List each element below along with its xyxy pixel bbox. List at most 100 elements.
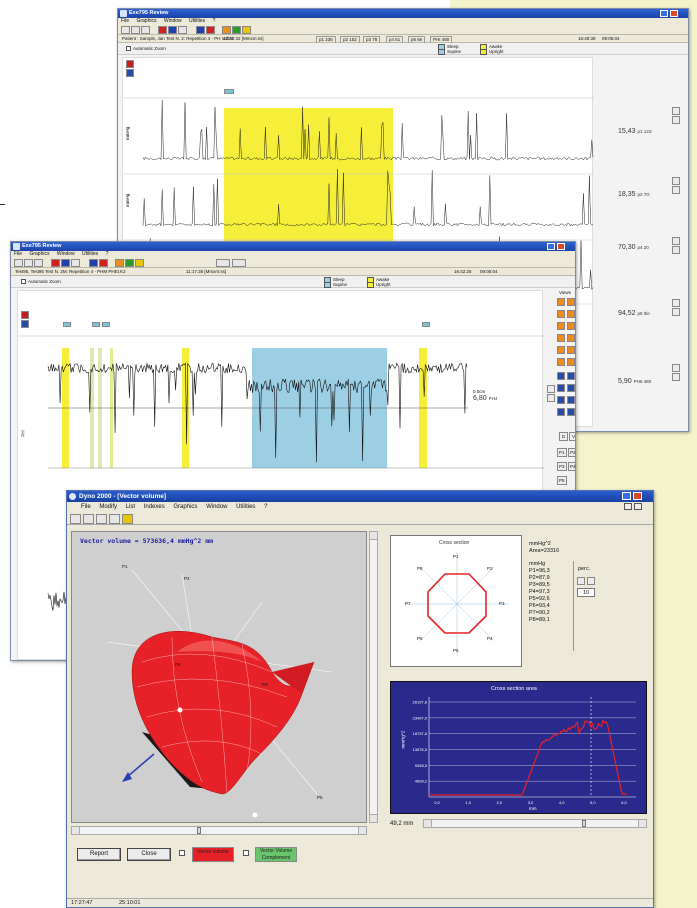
view-p2-button[interactable]: P2 <box>568 448 576 457</box>
view-button[interactable] <box>567 372 575 380</box>
view-p4-button[interactable]: P4 <box>568 462 576 471</box>
toolbar-button[interactable] <box>196 26 205 34</box>
minimize-icon[interactable] <box>660 10 668 17</box>
close-icon[interactable] <box>633 492 642 500</box>
toolbar-button[interactable] <box>115 259 124 267</box>
grid-icon[interactable] <box>96 514 107 524</box>
view-button[interactable] <box>557 358 565 366</box>
zoom-button[interactable] <box>672 299 680 307</box>
menu-utilities[interactable]: Utilities <box>189 18 206 24</box>
menu-list[interactable]: List <box>125 504 136 510</box>
menu-file[interactable]: File <box>121 18 130 24</box>
toolbar-button[interactable] <box>61 259 70 267</box>
window-title-bar[interactable]: Exe795 Review <box>11 242 575 251</box>
zoom-button[interactable] <box>547 394 555 402</box>
toolbar-button[interactable] <box>24 259 33 267</box>
view-button[interactable] <box>567 396 575 404</box>
close-icon[interactable] <box>557 243 565 250</box>
view-button[interactable] <box>557 372 565 380</box>
view-button[interactable] <box>557 346 565 354</box>
zoom-button[interactable] <box>672 116 680 124</box>
zoom-button[interactable] <box>672 308 680 316</box>
menu-file[interactable]: File <box>14 251 23 257</box>
report-button[interactable]: Report <box>77 848 121 861</box>
zoom-button[interactable] <box>672 186 680 194</box>
complement-checkbox[interactable] <box>243 850 249 856</box>
view-button[interactable] <box>557 322 565 330</box>
view-button[interactable] <box>557 334 565 342</box>
toolbar-button[interactable] <box>222 26 231 34</box>
view-vertical-scrollbar[interactable] <box>369 531 378 823</box>
view-p3-button[interactable]: P3 <box>557 462 567 471</box>
toolbar-button[interactable] <box>232 26 241 34</box>
view-button[interactable] <box>557 408 565 416</box>
toolbar-button[interactable] <box>168 26 177 34</box>
view-button[interactable] <box>567 346 575 354</box>
perc-increase-button[interactable] <box>587 577 595 585</box>
toolbar-button[interactable] <box>14 259 23 267</box>
binoculars-icon[interactable] <box>109 514 120 524</box>
toolbar-button[interactable] <box>121 26 130 34</box>
automatic-zoom-checkbox[interactable] <box>126 46 131 51</box>
window-title-bar[interactable]: Dyno 2000 - [Vector volume] <box>67 491 653 502</box>
mdi-close-icon[interactable] <box>634 503 642 510</box>
view-button[interactable] <box>557 396 565 404</box>
zoom-button[interactable] <box>672 107 680 115</box>
menu-utilities[interactable]: Utilities <box>82 251 99 257</box>
vector-volume-toggle[interactable]: Vector volume <box>192 847 234 862</box>
scroll-right-arrow[interactable] <box>638 820 646 827</box>
event-marker[interactable] <box>92 322 100 327</box>
menu-utilities[interactable]: Utilities <box>236 504 256 510</box>
menu-help[interactable]: ? <box>212 18 216 24</box>
toolbar-button[interactable] <box>34 259 43 267</box>
view-v-button[interactable]: V <box>569 432 575 441</box>
dyno-window[interactable]: Dyno 2000 - [Vector volume] File Modify … <box>66 490 654 908</box>
view-button[interactable] <box>567 334 575 342</box>
scroll-thumb[interactable] <box>197 827 201 834</box>
automatic-zoom-checkbox[interactable] <box>21 279 26 284</box>
menu-window[interactable]: Window <box>206 504 228 510</box>
window-icon[interactable] <box>83 514 94 524</box>
toolbar-button[interactable] <box>89 259 98 267</box>
complement-toggle[interactable]: Vector Volume Complement <box>255 847 297 862</box>
view-p1-button[interactable]: P1 <box>557 448 567 457</box>
scroll-right-arrow[interactable] <box>358 827 366 834</box>
view-button[interactable] <box>557 310 565 318</box>
view-button[interactable] <box>567 322 575 330</box>
menu-indexes[interactable]: Indexes <box>143 504 165 510</box>
toolbar-button[interactable] <box>131 26 140 34</box>
mdi-minimize-icon[interactable] <box>624 503 632 510</box>
view-button[interactable] <box>567 384 575 392</box>
menu-graphics[interactable]: Graphics <box>173 504 198 510</box>
event-marker[interactable] <box>422 322 430 327</box>
view-horizontal-scrollbar[interactable] <box>71 826 367 835</box>
toolbar-button[interactable] <box>216 259 230 267</box>
scroll-left-arrow[interactable] <box>424 820 432 827</box>
view-button[interactable] <box>567 310 575 318</box>
toolbar-button[interactable] <box>242 26 251 34</box>
view-button[interactable] <box>567 298 575 306</box>
view-d-button[interactable]: D <box>559 432 569 441</box>
event-marker[interactable] <box>224 89 234 94</box>
scroll-thumb[interactable] <box>582 820 586 827</box>
person-icon[interactable] <box>122 514 133 524</box>
zoom-button[interactable] <box>672 364 680 372</box>
toolbar-button[interactable] <box>158 26 167 34</box>
view-button[interactable] <box>567 408 575 416</box>
toolbar-button[interactable] <box>178 26 187 34</box>
toolbar-button[interactable] <box>135 259 144 267</box>
zoom-button[interactable] <box>672 237 680 245</box>
position-scrollbar[interactable] <box>423 819 647 828</box>
menu-file[interactable]: File <box>81 504 91 510</box>
event-marker[interactable] <box>102 322 110 327</box>
toolbar-button[interactable] <box>141 26 150 34</box>
menu-modify[interactable]: Modify <box>99 504 118 510</box>
scroll-down-arrow[interactable] <box>370 814 377 822</box>
menu-window[interactable]: Window <box>56 251 75 257</box>
menu-help[interactable]: ? <box>105 251 109 257</box>
window-title-bar[interactable]: Exe795 Review <box>118 9 688 18</box>
scroll-left-arrow[interactable] <box>72 827 80 834</box>
zoom-button[interactable] <box>547 385 555 393</box>
toolbar-button[interactable] <box>51 259 60 267</box>
minimize-icon[interactable] <box>622 492 631 500</box>
